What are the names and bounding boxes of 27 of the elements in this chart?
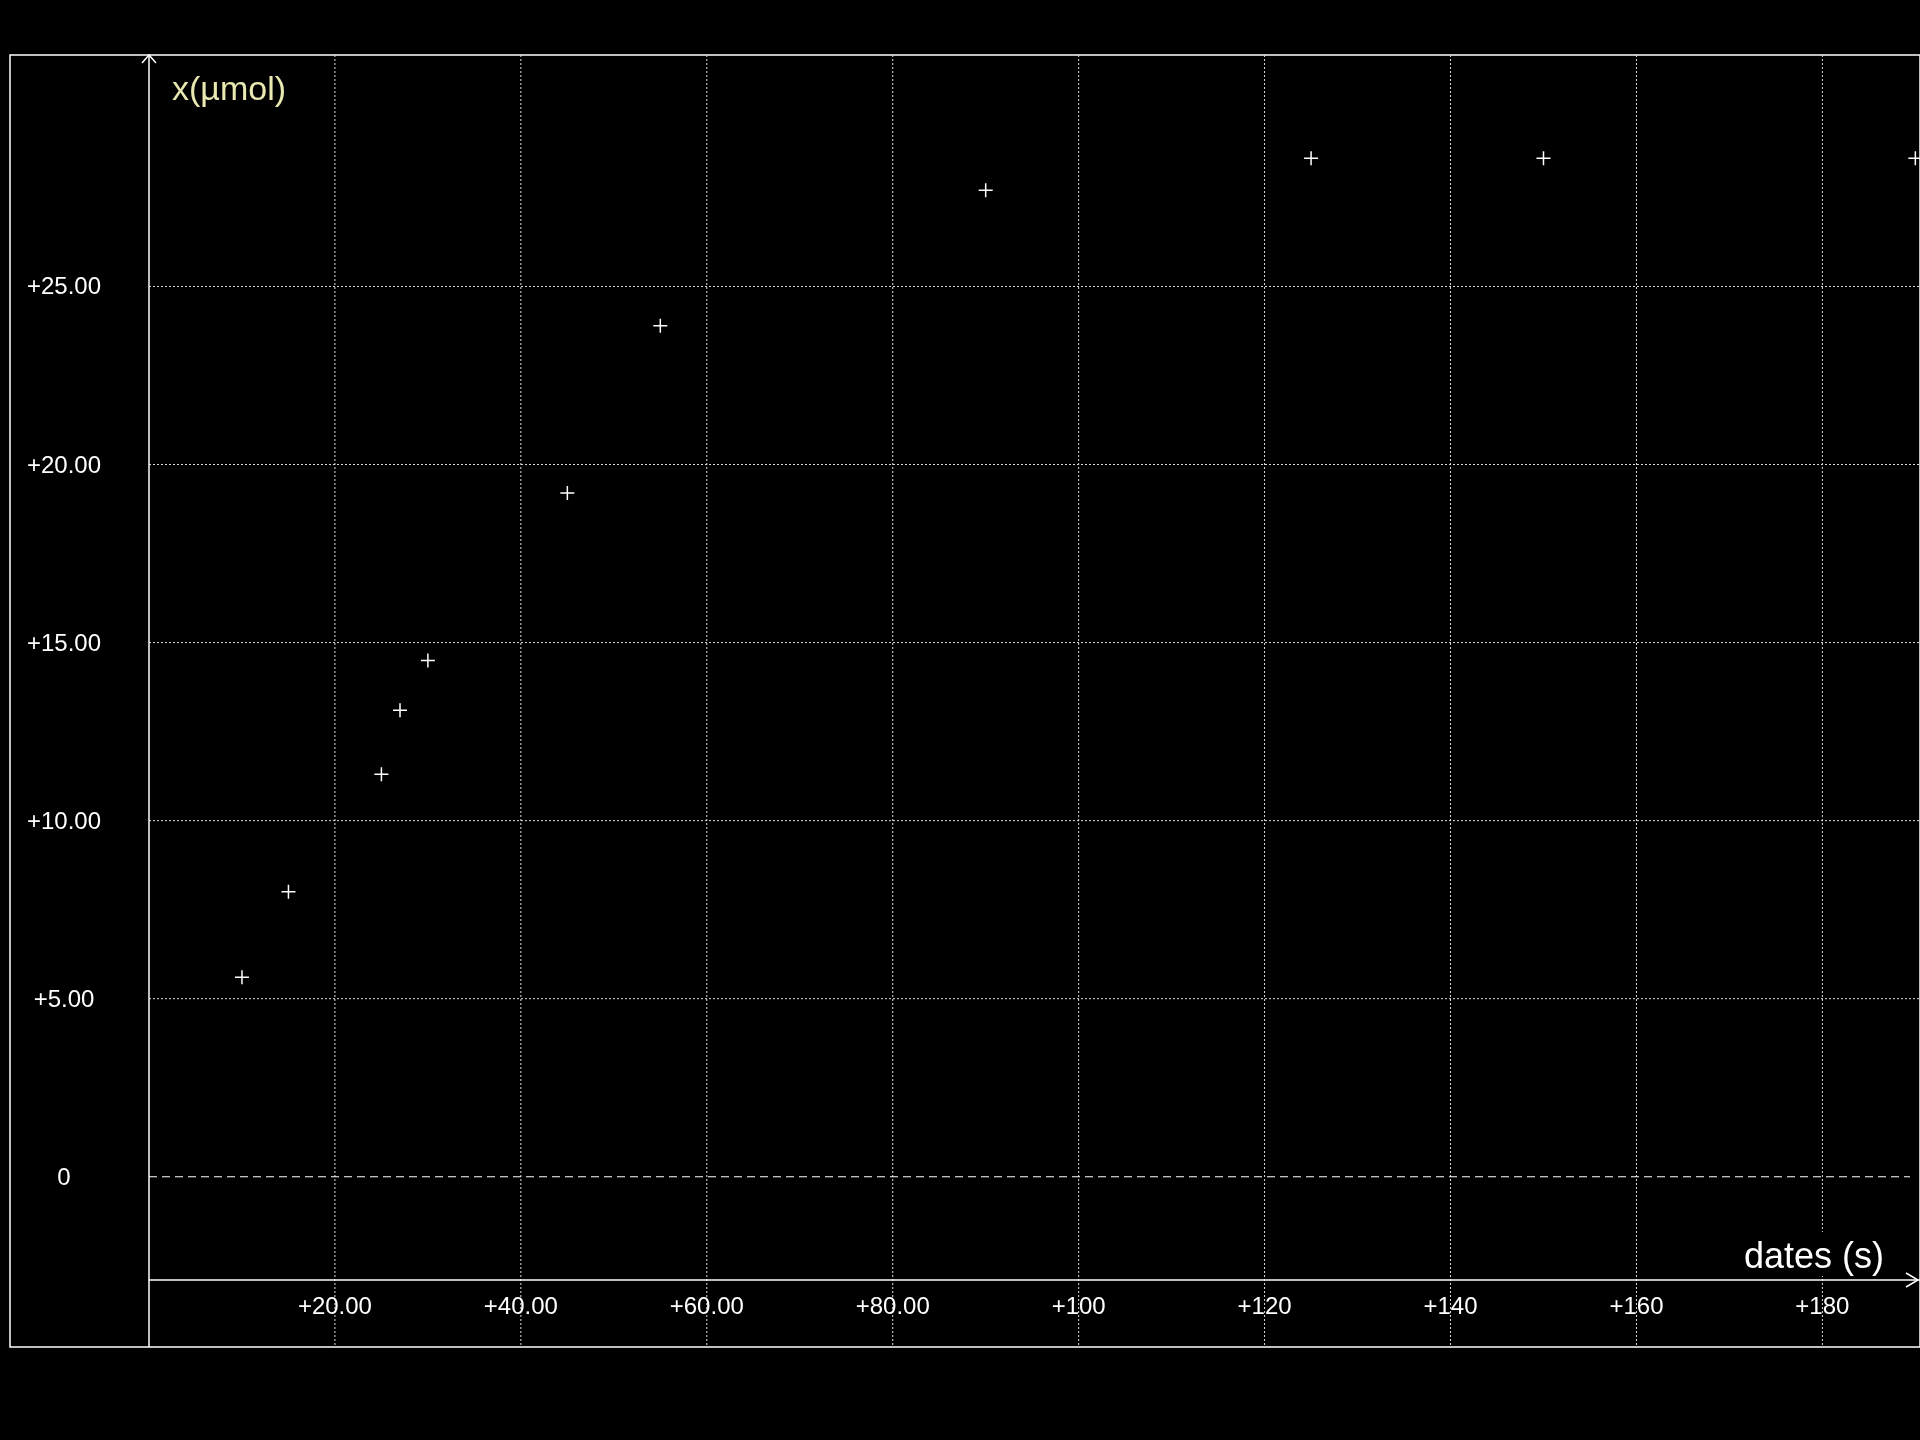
y-axis-title: x(µmol) bbox=[172, 69, 287, 107]
x-tick-label: +100 bbox=[1051, 1292, 1106, 1319]
point bbox=[280, 884, 297, 900]
x-tick-label: +20.00 bbox=[297, 1292, 372, 1319]
point bbox=[392, 702, 408, 718]
point bbox=[977, 182, 994, 199]
x-tick-label: +60.00 bbox=[669, 1292, 744, 1319]
y-tick-label: +5.00 bbox=[33, 984, 95, 1012]
point bbox=[559, 485, 576, 501]
x-tick-label: +40.00 bbox=[483, 1292, 558, 1319]
x-tick-label: +180 bbox=[1795, 1292, 1850, 1319]
x-tick-label: +160 bbox=[1609, 1292, 1664, 1319]
x-tick-label: +120 bbox=[1237, 1292, 1292, 1319]
point bbox=[420, 652, 436, 669]
y-tick-label: +15.00 bbox=[26, 628, 102, 656]
y-tick-label: 0 bbox=[57, 1162, 71, 1190]
x-tick-label: +80.00 bbox=[855, 1292, 930, 1319]
point bbox=[652, 317, 669, 334]
y-tick-label: +25.00 bbox=[26, 272, 102, 300]
y-tick-label: +10.00 bbox=[26, 806, 102, 834]
x-axis-title: dates (s) bbox=[1743, 1235, 1884, 1276]
point bbox=[1535, 150, 1552, 167]
x-tick-label: +140 bbox=[1423, 1292, 1478, 1319]
point bbox=[1303, 150, 1319, 167]
point bbox=[234, 969, 250, 986]
point bbox=[373, 766, 390, 783]
y-tick-label: +20.00 bbox=[26, 450, 102, 478]
